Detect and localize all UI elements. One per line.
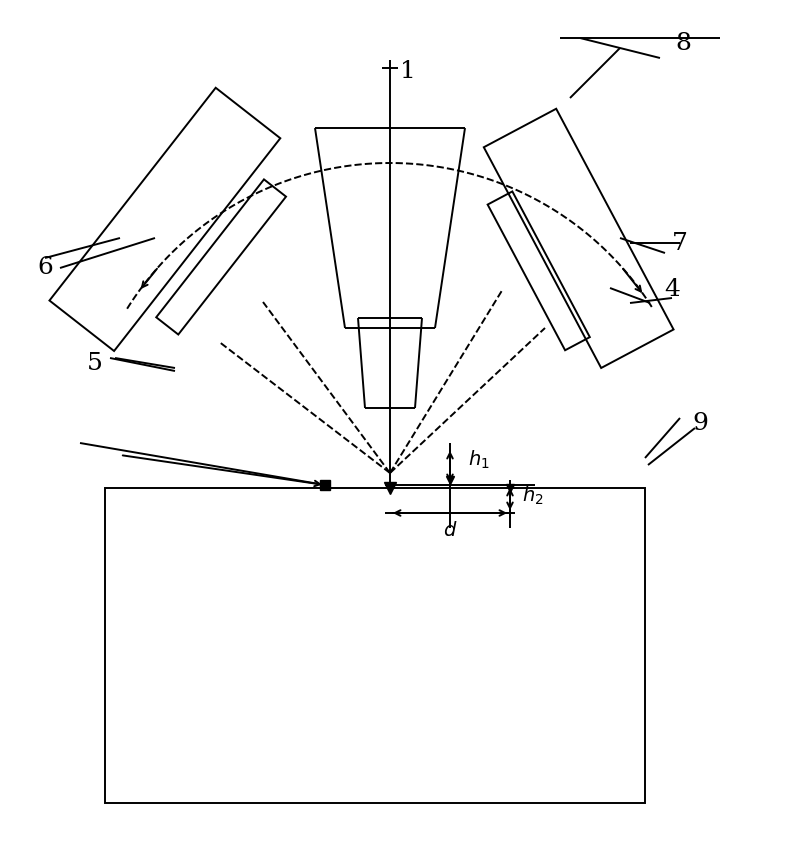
Bar xyxy=(105,488,645,803)
Text: $h_1$: $h_1$ xyxy=(468,449,490,471)
Text: 9: 9 xyxy=(692,412,708,434)
Text: 6: 6 xyxy=(37,257,53,280)
Text: $d$: $d$ xyxy=(442,522,458,541)
Text: 7: 7 xyxy=(672,232,688,255)
Text: 8: 8 xyxy=(675,32,691,55)
Text: 5: 5 xyxy=(87,352,103,374)
Text: 1: 1 xyxy=(400,61,416,83)
Text: 4: 4 xyxy=(664,279,680,301)
Text: $h_2$: $h_2$ xyxy=(522,485,544,507)
